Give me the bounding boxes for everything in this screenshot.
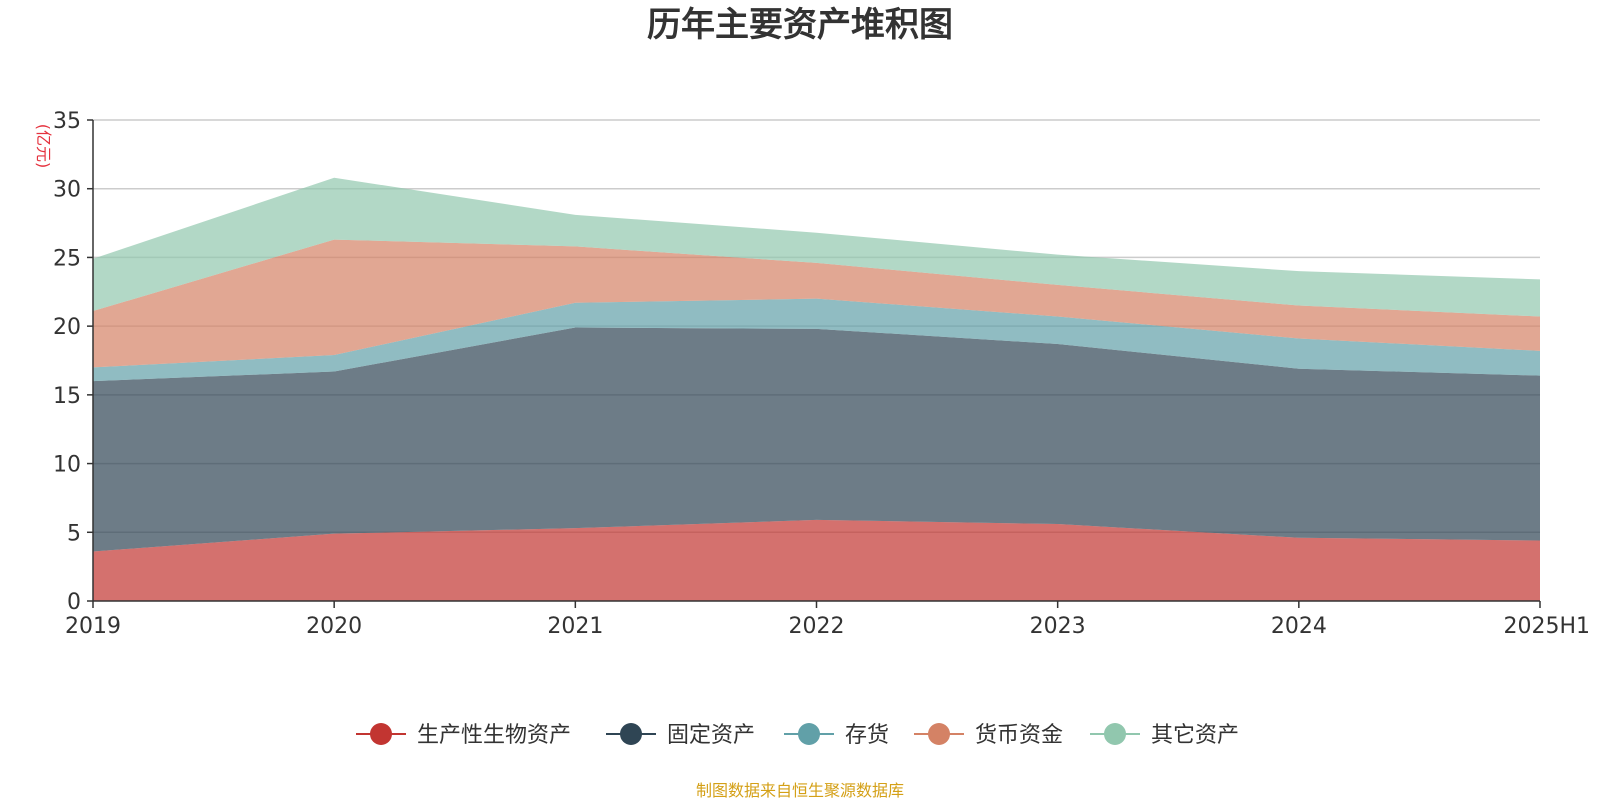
chart-title: 历年主要资产堆积图 (647, 5, 953, 45)
area-series-4 (93, 239, 1540, 368)
legend: 生产性生物资产 固定资产 存货 货币资金 其它资产 (356, 723, 1239, 748)
area-series-1 (93, 519, 1540, 601)
legend-label: 固定资产 (667, 723, 755, 748)
legend-circle-icon (370, 723, 392, 745)
y-tick-label: 35 (53, 109, 81, 134)
area-series-group (93, 177, 1540, 601)
x-tick-label: 2025H1 (1503, 614, 1590, 639)
x-tick-label: 2021 (547, 614, 603, 639)
y-tick-label: 10 (53, 453, 81, 478)
y-tick-label: 30 (53, 178, 81, 203)
legend-circle-icon (1104, 723, 1126, 745)
x-tick-label: 2019 (65, 614, 121, 639)
area-series-5 (93, 177, 1540, 317)
legend-item-2[interactable]: 固定资产 (606, 723, 755, 748)
legend-item-5[interactable]: 其它资产 (1090, 723, 1239, 748)
data-source-note: 制图数据来自恒生聚源数据库 (696, 781, 904, 800)
y-tick-label: 5 (67, 521, 81, 546)
x-tick-label: 2023 (1030, 614, 1086, 639)
legend-label: 存货 (845, 723, 889, 748)
x-tick-label: 2020 (306, 614, 362, 639)
legend-item-3[interactable]: 存货 (784, 723, 889, 748)
area-series-3 (93, 298, 1540, 382)
y-tick-label: 25 (53, 246, 81, 271)
legend-label: 货币资金 (975, 723, 1063, 748)
legend-circle-icon (928, 723, 950, 745)
legend-label: 其它资产 (1151, 723, 1239, 748)
legend-item-1[interactable]: 生产性生物资产 (356, 723, 571, 748)
axes: 0 5 10 15 20 25 30 35 2019 2020 2021 2022 2023 2024 20… (53, 109, 1590, 639)
legend-label: 生产性生物资产 (417, 723, 571, 748)
area-series-2 (93, 327, 1540, 552)
legend-circle-icon (798, 723, 820, 745)
y-axis-unit-label: (亿元) (34, 124, 53, 169)
y-tick-label: 20 (53, 315, 81, 340)
x-tick-label: 2022 (789, 614, 845, 639)
x-tick-label: 2024 (1271, 614, 1327, 639)
legend-circle-icon (620, 723, 642, 745)
y-tick-label: 0 (67, 590, 81, 615)
legend-item-4[interactable]: 货币资金 (914, 723, 1063, 748)
y-tick-label: 15 (53, 384, 81, 409)
